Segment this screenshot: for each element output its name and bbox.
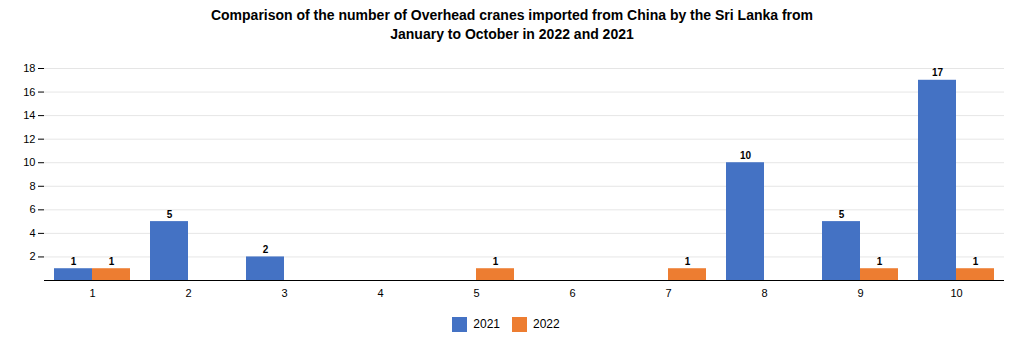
svg-text:7: 7 [665, 287, 671, 299]
svg-text:1: 1 [71, 256, 77, 267]
svg-text:10: 10 [740, 150, 752, 161]
svg-text:2: 2 [263, 244, 269, 255]
svg-text:1: 1 [493, 256, 499, 267]
svg-text:1: 1 [973, 256, 979, 267]
svg-text:14: 14 [23, 109, 35, 121]
svg-text:4: 4 [377, 287, 383, 299]
svg-text:5: 5 [839, 209, 845, 220]
svg-text:4: 4 [29, 227, 35, 239]
html-text:2021: 2021 [473, 317, 500, 332]
svg-text:6: 6 [569, 287, 575, 299]
svg-text:3: 3 [281, 287, 287, 299]
svg-text:8: 8 [761, 287, 767, 299]
html-text:2022: 2022 [533, 317, 560, 332]
svg-text:2: 2 [185, 287, 191, 299]
svg-text:5: 5 [167, 209, 173, 220]
svg-text:18: 18 [23, 62, 35, 74]
svg-text:10: 10 [23, 156, 35, 168]
html-text:Comparison of the number of Ov: Comparison of the number of Overhead cra… [210, 7, 813, 42]
svg-text:1: 1 [109, 256, 115, 267]
svg-text:8: 8 [29, 180, 35, 192]
svg-text:16: 16 [23, 85, 35, 97]
svg-text:1: 1 [89, 287, 95, 299]
svg-text:1: 1 [685, 256, 691, 267]
svg-text:2: 2 [29, 250, 35, 262]
svg-text:6: 6 [29, 203, 35, 215]
svg-text:10: 10 [950, 287, 962, 299]
svg-text:17: 17 [932, 67, 944, 78]
svg-text:1: 1 [877, 256, 883, 267]
svg-text:9: 9 [857, 287, 863, 299]
svg-text:5: 5 [473, 287, 479, 299]
svg-text:12: 12 [23, 132, 35, 144]
